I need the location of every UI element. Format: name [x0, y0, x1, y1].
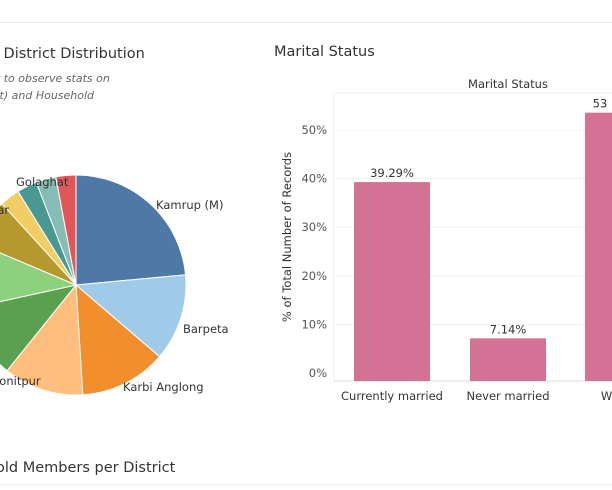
bottom-divider — [0, 484, 612, 485]
bar-value-label-0: 39.29% — [370, 166, 414, 180]
y-tick-label-1: 10% — [301, 317, 327, 331]
y-tick-label-2: 20% — [301, 269, 327, 283]
y-tick-label-3: 30% — [301, 220, 327, 234]
household-panel-title: old Members per District — [0, 460, 176, 476]
bar-value-label-1: 7.14% — [490, 322, 527, 336]
y-tick-label-0: 0% — [309, 366, 327, 380]
x-category-label-0: Currently married — [341, 389, 443, 403]
bar-2 — [585, 112, 612, 381]
district-instruction-note: trict to observe stats on right) and Hou… — [0, 72, 110, 102]
y-tick-label-5: 50% — [301, 123, 327, 137]
bar-chart-title: Marital Status — [468, 77, 548, 91]
bar-value-label-2: 53 — [593, 97, 608, 111]
bar-1 — [470, 338, 546, 381]
y-axis-label: % of Total Number of Records — [280, 152, 294, 322]
district-panel-title: e District Distribution — [0, 46, 145, 62]
x-category-label-1: Never married — [466, 389, 549, 403]
x-category-label-2: Wi — [601, 389, 612, 403]
marital-panel-title: Marital Status — [274, 44, 375, 60]
y-tick-label-4: 40% — [301, 172, 327, 186]
top-divider — [0, 22, 612, 23]
bar-0 — [354, 182, 430, 381]
